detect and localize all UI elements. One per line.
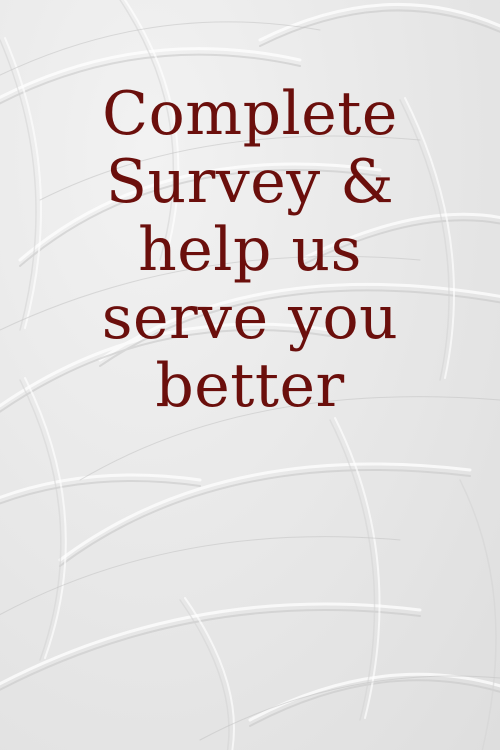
- headline-line-5: better: [155, 351, 345, 421]
- headline-line-3: help us: [138, 215, 362, 285]
- headline-line-2: Survey &: [105, 147, 395, 217]
- survey-headline: Complete Survey & help us serve you bett…: [0, 80, 500, 420]
- headline-line-4: serve you: [101, 283, 399, 353]
- headline-line-1: Complete: [102, 79, 398, 149]
